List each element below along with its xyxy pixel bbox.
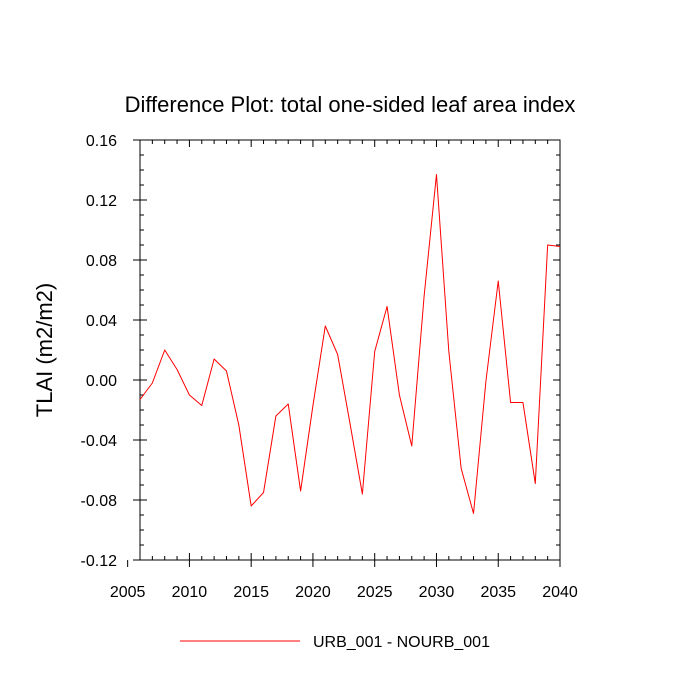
axis-tick-labels: 2005 2010 2015 2020 2025 2030 2035 2040 -0.12 -0.…: [81, 133, 578, 601]
series-layer: [139, 174, 561, 514]
axis-ticks: [127, 139, 561, 567]
legend: URB_001 - NOURB_001: [180, 634, 490, 651]
series-line: [139, 174, 561, 514]
chart-title: Difference Plot: total one-sided leaf ar…: [125, 92, 576, 117]
y-axis-title: TLAI (m2/m2): [32, 283, 57, 417]
y-tick-label: 0.08: [86, 253, 117, 270]
x-tick-label: 2025: [357, 584, 393, 601]
y-tick-label: 0.12: [86, 193, 117, 210]
legend-label: URB_001 - NOURB_001: [313, 634, 490, 651]
y-tick-label: 0.16: [86, 133, 117, 150]
y-tick-label: 0.00: [86, 373, 117, 390]
x-tick-label: 2020: [295, 584, 331, 601]
x-tick-label: 2010: [172, 584, 208, 601]
x-tick-label: 2035: [480, 584, 516, 601]
y-tick-label: -0.12: [81, 553, 118, 570]
x-tick-label: 2015: [233, 584, 269, 601]
x-tick-label: 2040: [542, 584, 578, 601]
y-tick-label: 0.04: [86, 313, 117, 330]
y-tick-label: -0.04: [81, 433, 118, 450]
plot-frame: [139, 139, 561, 561]
y-tick-label: -0.08: [81, 493, 118, 510]
x-tick-label: 2005: [110, 584, 146, 601]
x-tick-label: 2030: [419, 584, 455, 601]
